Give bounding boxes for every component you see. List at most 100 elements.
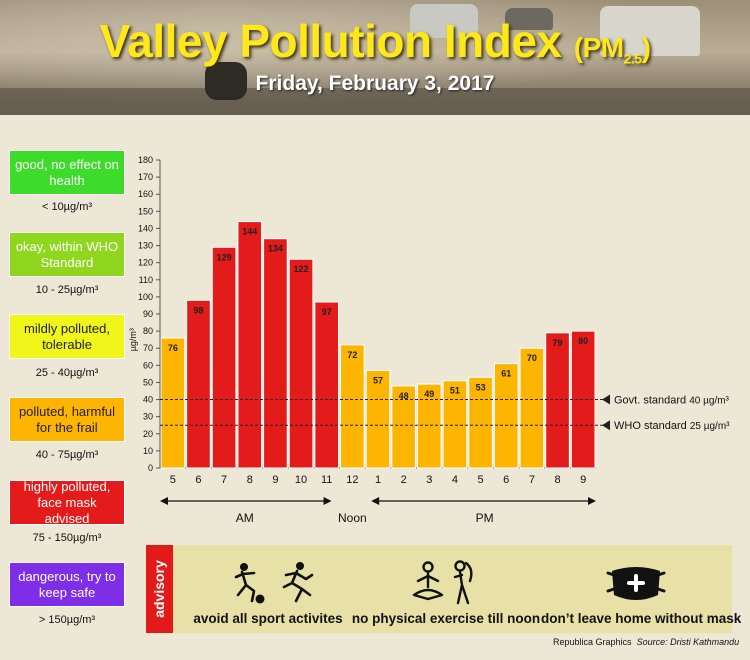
bar-value-label: 51 (450, 386, 460, 396)
bar (186, 299, 211, 469)
advisory-label: avoid all sport activites (193, 611, 343, 626)
x-tick-label: 2 (401, 474, 407, 486)
header-banner: Valley Pollution Index (PM2.5) Friday, F… (0, 0, 750, 115)
legend-range: < 10µg/m³ (41, 201, 93, 213)
legend-label: good, no effect on health (15, 156, 119, 188)
title-main: Valley Pollution Index (99, 15, 562, 67)
advisory-label: no physical exercise till noon (351, 611, 541, 626)
pollution-bar-chart: 0102030405060708090100110120130140150160… (128, 155, 730, 525)
x-tick-label: 9 (272, 474, 278, 486)
bar (340, 344, 365, 469)
credit-line: Republica Graphics Source: Dristi Kathma… (553, 637, 739, 647)
header-photo-road (0, 88, 750, 115)
legend-range: 75 - 150µg/m³ (32, 532, 102, 544)
y-tick-label: 180 (138, 155, 153, 165)
y-tick-label: 170 (138, 172, 153, 182)
advisory-panel: advisory avoid all sport activites no ph… (146, 545, 741, 633)
bar (391, 385, 416, 469)
header-photo-car (600, 6, 700, 56)
bar-value-label: 97 (322, 307, 332, 317)
header-photo-car (410, 4, 478, 38)
bar-value-label: 80 (578, 336, 588, 346)
title-pm-close: ) (641, 32, 651, 63)
date-subtitle: Friday, February 3, 2017 (255, 72, 495, 95)
credit-graphics: Republica Graphics (553, 637, 632, 647)
reference-unit: 25 µg/m³ (690, 421, 730, 432)
bar (493, 363, 519, 469)
bar (160, 337, 186, 469)
advisory-item-sports: avoid all sport activites (188, 545, 348, 633)
legend-box-good: good, no effect on health (9, 150, 125, 195)
bar (263, 238, 288, 469)
title-pm: (PM2.5) (574, 32, 651, 67)
legend-label: dangerous, try to keep safe (18, 568, 116, 600)
am-arrow-left (160, 497, 168, 505)
bar-value-label: 72 (347, 350, 357, 360)
y-tick-label: 70 (143, 343, 153, 353)
bar-value-label: 53 (476, 382, 486, 392)
period-label-noon: Noon (338, 511, 367, 525)
x-tick-label: 7 (529, 474, 535, 486)
y-tick-label: 130 (138, 241, 153, 251)
x-tick-label: 11 (321, 474, 332, 486)
reference-label: Govt. standard 40 µg/m³ (614, 395, 730, 407)
bar (519, 347, 545, 469)
x-tick-label: 12 (346, 474, 358, 486)
legend-label: mildly polluted, tolerable (24, 320, 110, 352)
legend-label: polluted, harmful for the frail (18, 403, 116, 435)
pm-arrow-left (371, 497, 380, 505)
bar (237, 221, 263, 469)
x-tick-label: 1 (375, 474, 381, 486)
bar (314, 301, 340, 469)
legend-range: 40 - 75µg/m³ (35, 449, 99, 461)
y-tick-label: 140 (138, 223, 153, 233)
x-tick-label: 5 (478, 474, 484, 486)
x-tick-label: 7 (221, 474, 227, 486)
legend-range: 25 - 40µg/m³ (35, 367, 99, 379)
header-photo-motorbike (205, 62, 247, 100)
period-label-pm: PM (476, 511, 494, 525)
reference-arrow (602, 394, 610, 405)
x-tick-label: 9 (580, 474, 586, 486)
bar-value-label: 70 (527, 353, 537, 363)
y-tick-label: 0 (148, 463, 153, 473)
reference-unit: 40 µg/m³ (689, 396, 729, 407)
advisory-tab: advisory (146, 545, 173, 633)
bar-value-label: 76 (168, 343, 178, 353)
y-tick-label: 20 (143, 429, 153, 439)
credit-source: Source: Dristi Kathmandu (636, 637, 740, 647)
legend-range: > 150µg/m³ (38, 614, 96, 626)
y-tick-label: 90 (143, 309, 153, 319)
legend-range: 10 - 25µg/m³ (35, 284, 99, 296)
bar-value-label: 79 (553, 338, 563, 348)
bar-value-label: 57 (373, 375, 383, 385)
mask-icon (606, 567, 666, 600)
x-tick-label: 8 (247, 474, 253, 486)
x-tick-label: 6 (503, 474, 509, 486)
am-arrow-right (323, 497, 332, 505)
y-axis-label: µg/m³ (128, 328, 138, 351)
header-photo-car (505, 8, 553, 30)
advisory-item-mask: don’t leave home without mask (541, 545, 741, 633)
y-tick-label: 50 (143, 377, 153, 387)
x-tick-label: 5 (170, 474, 176, 486)
exercise-icon (412, 560, 473, 605)
reference-label: WHO standard 25 µg/m³ (614, 420, 730, 432)
bar-value-label: 98 (193, 305, 203, 315)
bar (442, 380, 468, 469)
y-tick-label: 150 (138, 206, 153, 216)
legend-box-dangerous: dangerous, try to keep safe (9, 562, 125, 607)
bar-value-label: 134 (268, 244, 283, 254)
bar (288, 258, 314, 469)
x-tick-label: 4 (452, 474, 458, 486)
x-tick-label: 8 (554, 474, 560, 486)
reference-arrow (602, 420, 610, 431)
legend-box-polluted: polluted, harmful for the frail (9, 397, 125, 442)
advisory-item-exercise: no physical exercise till noon (346, 545, 546, 633)
bar (365, 369, 391, 469)
title-pm-subscript: 2.5 (623, 50, 642, 67)
x-tick-label: 10 (295, 474, 307, 486)
y-tick-label: 60 (143, 360, 153, 370)
bar (211, 246, 237, 469)
y-tick-label: 100 (138, 292, 153, 302)
